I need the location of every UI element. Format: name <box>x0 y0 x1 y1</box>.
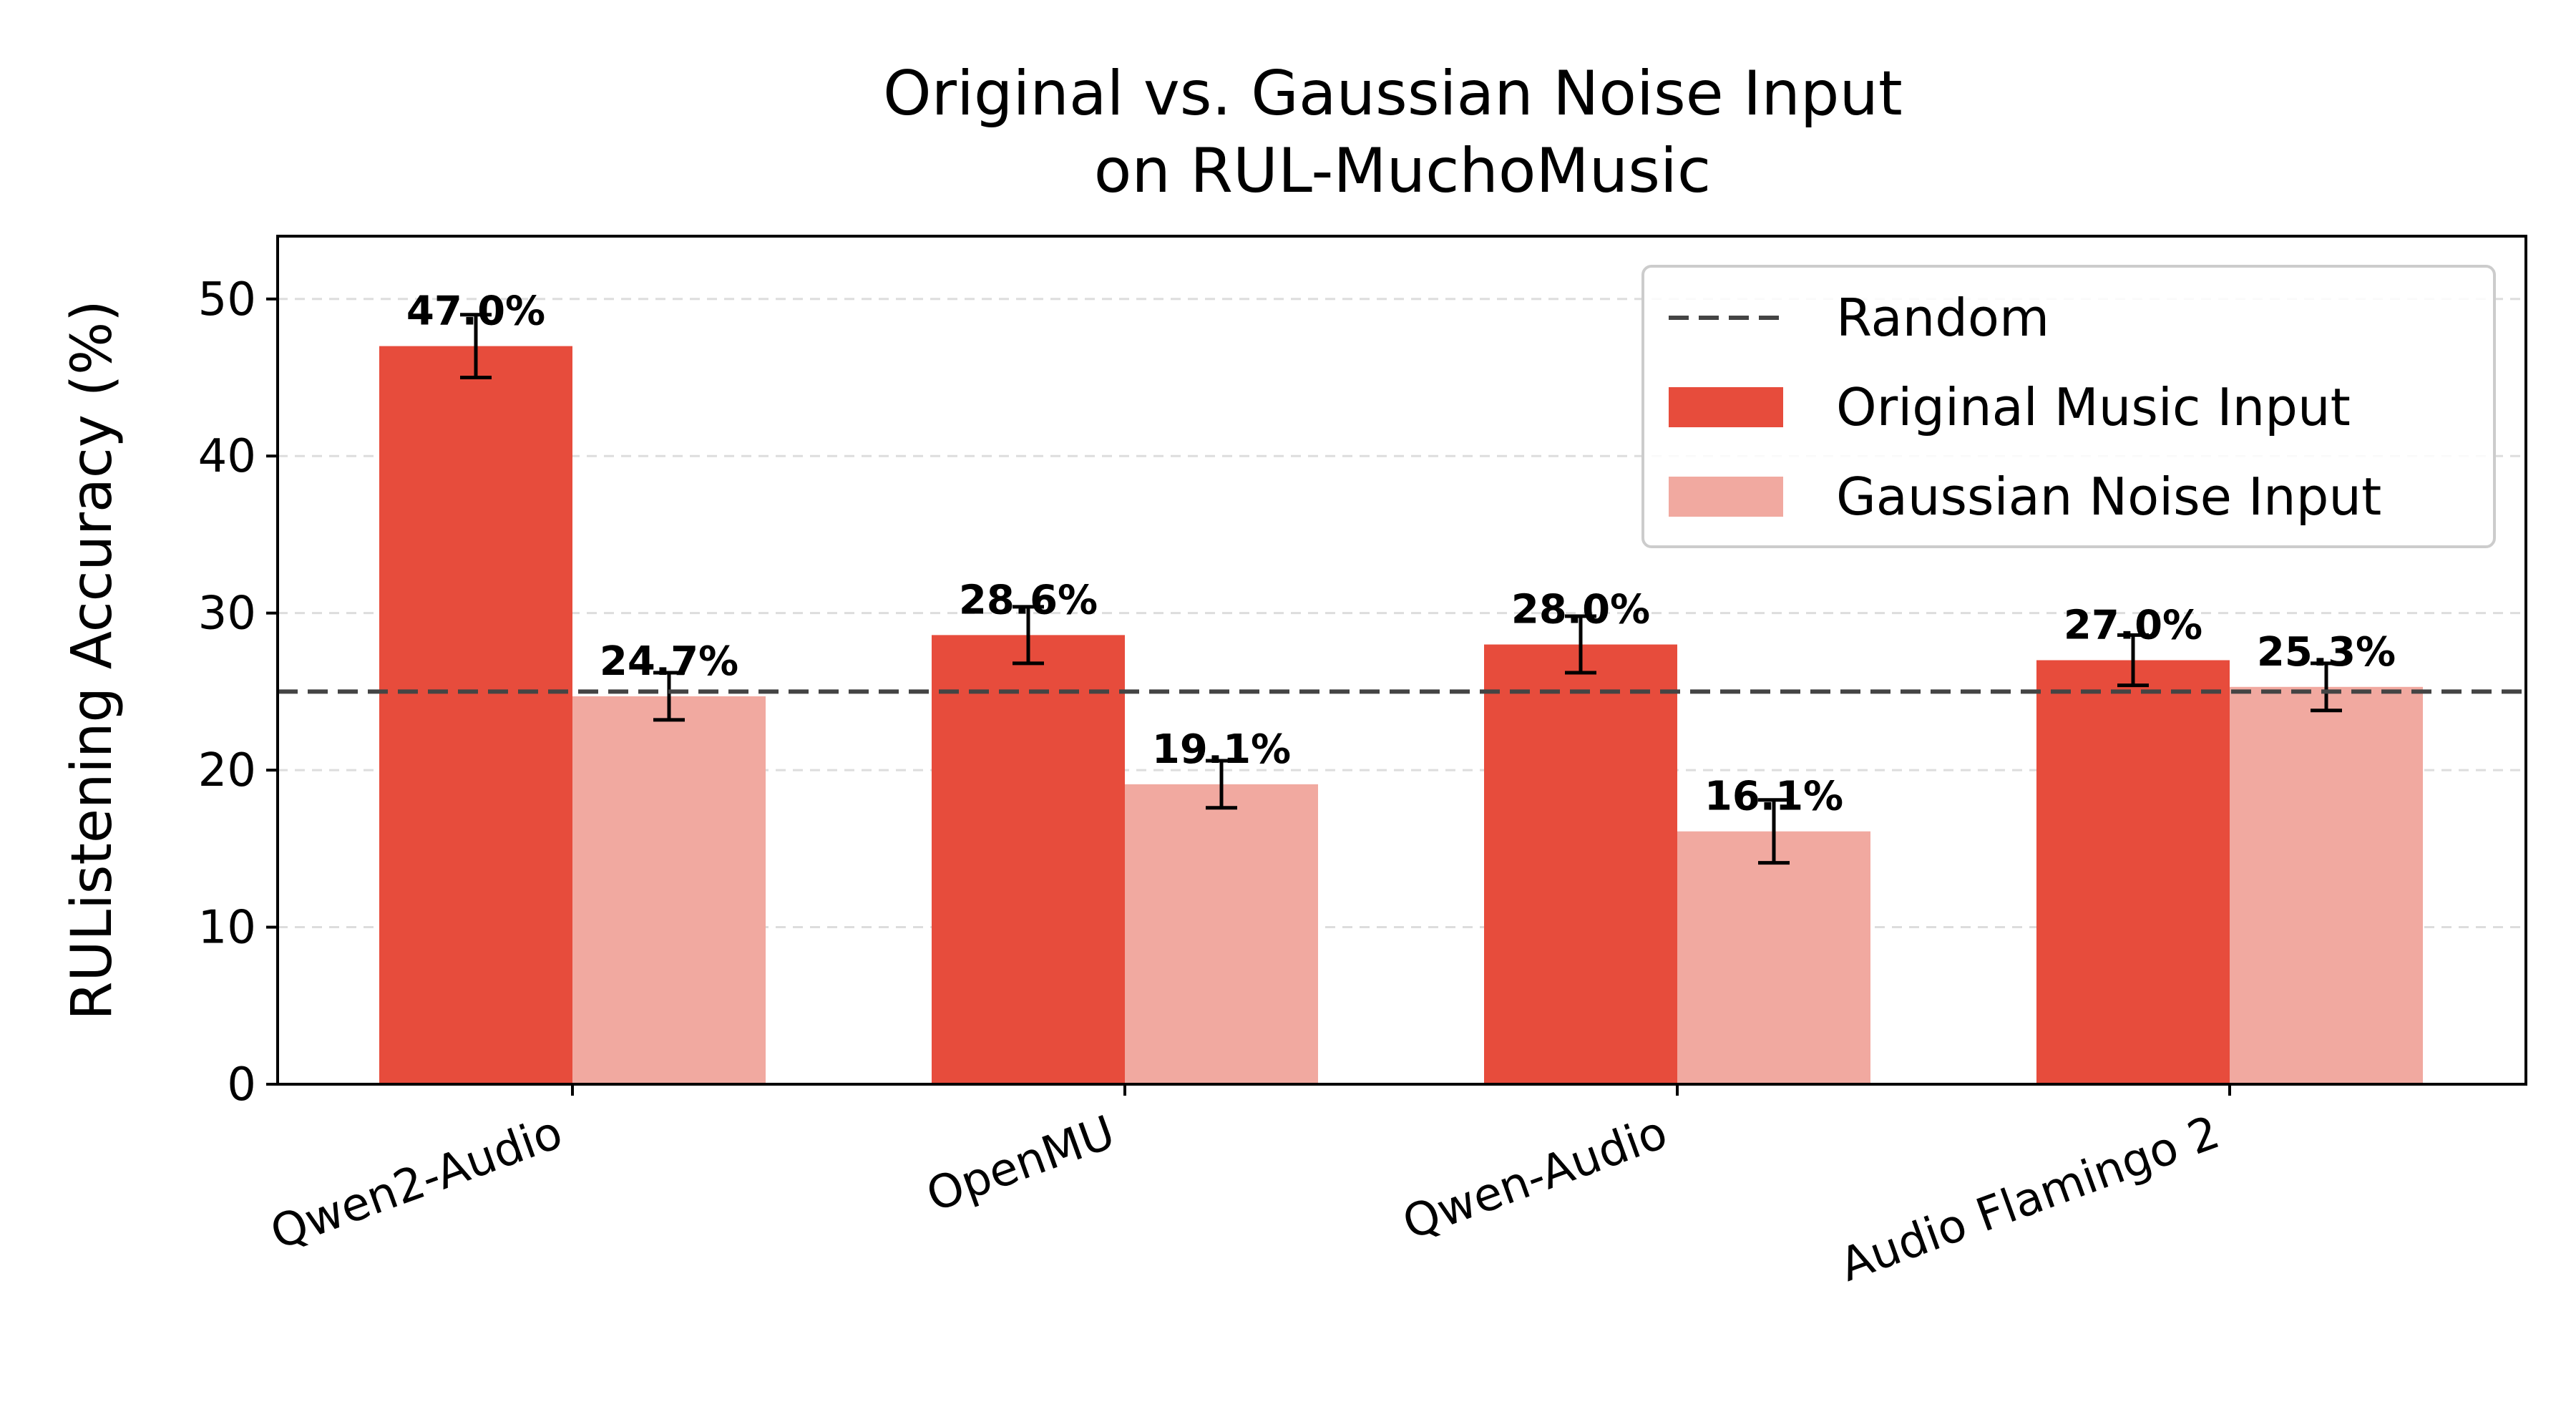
data-label: 19.1% <box>1152 726 1291 773</box>
x-tick-label: Qwen2-Audio <box>264 1106 570 1260</box>
bar <box>2230 686 2423 1084</box>
legend-label: Original Music Input <box>1836 377 2351 437</box>
legend-box <box>1641 265 2496 548</box>
error-bars <box>460 313 2342 865</box>
y-axis-label: RUListening Accuracy (%) <box>60 300 125 1020</box>
legend-swatch <box>1669 477 1783 517</box>
plot-frame <box>276 235 2527 1086</box>
legend: Random Original Music Input Gaussian Noise… <box>1641 265 2496 548</box>
y-tick-label: 40 <box>198 430 256 483</box>
x-axis: Qwen2-Audio OpenMU Qwen-Audio Audio Flaming… <box>264 1084 2231 1292</box>
bars <box>379 346 2423 1085</box>
y-tick-label: 50 <box>198 273 256 326</box>
data-label: 24.7% <box>600 638 738 685</box>
data-label: 28.0% <box>1511 587 1650 633</box>
y-axis: 0 10 20 30 40 50 <box>198 273 278 1111</box>
data-label: 16.1% <box>1704 774 1843 820</box>
data-label: 47.0% <box>406 288 545 335</box>
legend-label: Random <box>1836 288 2049 348</box>
y-tick-label: 10 <box>198 902 256 955</box>
bar <box>2036 660 2230 1084</box>
data-label: 27.0% <box>2064 603 2202 649</box>
data-label: 28.6% <box>959 577 1098 623</box>
bar <box>1125 784 1318 1084</box>
y-tick-label: 30 <box>198 588 256 641</box>
x-tick-label: Qwen-Audio <box>1396 1106 1674 1250</box>
data-labels: 47.0% 24.7% 28.6% 19.1% 28.0% 16.1% 27.0% 25.3% <box>406 288 2396 820</box>
chart-title-line-2: on RUL-MuchoMusic <box>1094 135 1711 207</box>
bar <box>1484 644 1677 1084</box>
bar <box>379 346 572 1085</box>
y-tick-label: 0 <box>227 1058 256 1111</box>
x-tick-label: OpenMU <box>920 1106 1122 1222</box>
x-tick-label: Audio Flamingo 2 <box>1833 1106 2226 1292</box>
data-label: 25.3% <box>2257 629 2396 676</box>
chart-title: Original vs. Gaussian Noise Input on RUL… <box>883 58 1922 207</box>
chart-title-line-1: Original vs. Gaussian Noise Input <box>883 58 1903 130</box>
bar <box>572 696 766 1084</box>
y-tick-label: 20 <box>198 744 256 797</box>
bar <box>1677 831 1870 1084</box>
legend-swatch <box>1669 387 1783 427</box>
legend-label: Gaussian Noise Input <box>1836 467 2381 527</box>
bar <box>932 635 1125 1084</box>
